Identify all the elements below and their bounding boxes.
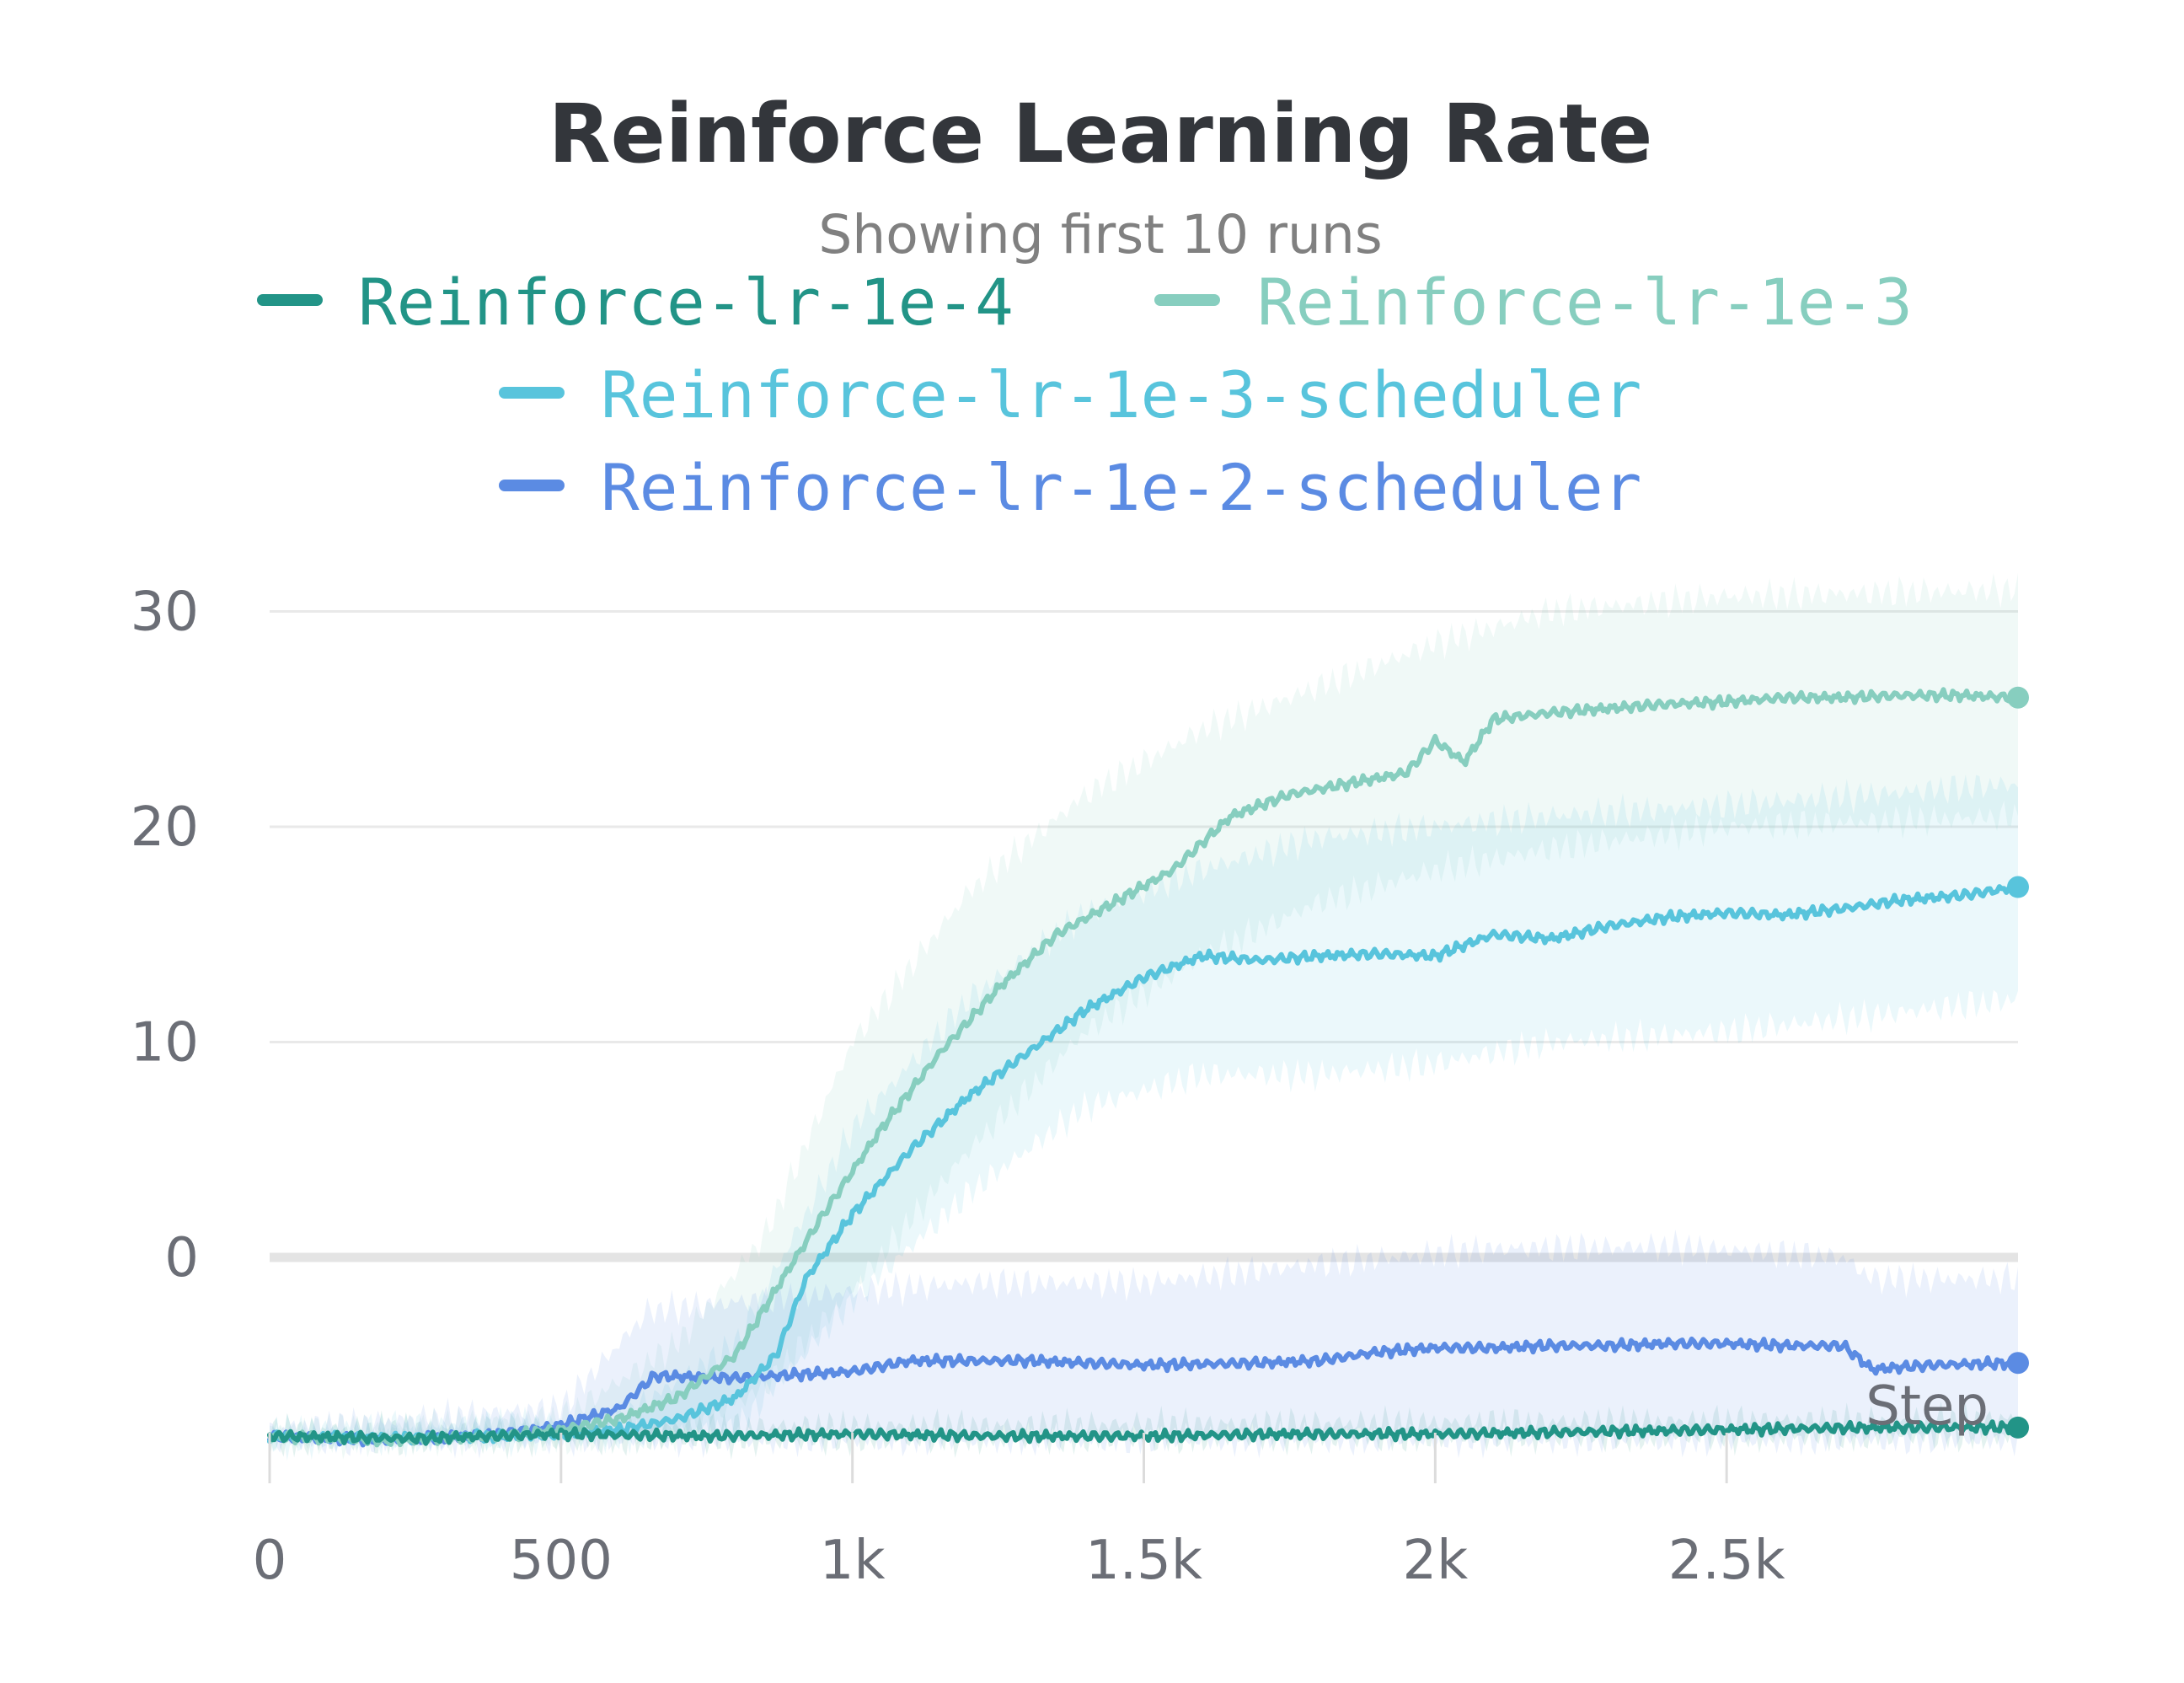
legend-item-reinforce-lr-1e-3-scheduler[interactable]: Reinforce-lr-1e-3-scheduler [499, 357, 1641, 432]
chart-subtitle: Showing first 10 runs [818, 204, 1382, 265]
x-tick-label-500: 500 [510, 1530, 613, 1592]
legend-item-reinforce-lr-1e-4[interactable]: Reinforce-lr-1e-4 [257, 265, 1014, 340]
y-axis: 0 10 20 30 [131, 582, 199, 1290]
legend: Reinforce-lr-1e-4 Reinforce-lr-1e-3 Reinfo… [257, 265, 1913, 525]
endpoint-reinforce-lr-1e-2-scheduler [2007, 1352, 2029, 1375]
y-tick-label-30: 30 [131, 582, 199, 644]
y-tick-label-10: 10 [131, 1012, 199, 1075]
legend-swatch [257, 294, 323, 306]
band-reinforce-lr-1e-3-scheduler [270, 775, 2018, 1461]
series-endpoints [2007, 686, 2029, 1439]
band-reinforce-lr-1e-4 [270, 1401, 2018, 1461]
x-tick-label-1.5k: 1.5k [1085, 1530, 1202, 1592]
band-reinforce-lr-1e-3 [270, 572, 2018, 1460]
legend-swatch [499, 387, 565, 399]
legend-item-reinforce-lr-1e-3[interactable]: Reinforce-lr-1e-3 [1154, 265, 1913, 340]
legend-swatch [499, 480, 565, 491]
endpoint-reinforce-lr-1e-4 [2007, 1416, 2029, 1439]
y-tick-label-20: 20 [131, 796, 199, 859]
legend-label: Reinforce-lr-1e-2-scheduler [601, 450, 1641, 525]
grid [270, 610, 2018, 1262]
legend-swatch [1154, 294, 1220, 306]
x-tick-label-1k: 1k [820, 1530, 886, 1592]
endpoint-reinforce-lr-1e-3-scheduler [2007, 876, 2029, 898]
legend-label: Reinforce-lr-1e-3-scheduler [601, 357, 1641, 432]
legend-item-reinforce-lr-1e-2-scheduler[interactable]: Reinforce-lr-1e-2-scheduler [499, 450, 1641, 525]
x-tick-label-2k: 2k [1402, 1530, 1468, 1592]
legend-label: Reinforce-lr-1e-3 [1257, 265, 1913, 340]
x-tick-label-2.5k: 2.5k [1668, 1530, 1785, 1592]
confidence-bands [270, 572, 2018, 1461]
x-axis: 0 500 1k 1.5k 2k 2.5k [253, 1433, 1785, 1592]
y-tick-label-0: 0 [164, 1227, 199, 1289]
chart-title: Reinforce Learning Rate [549, 87, 1653, 181]
x-tick-label-0: 0 [253, 1530, 287, 1592]
band-reinforce-lr-1e-2-scheduler [270, 1229, 2018, 1460]
line-reinforce-lr-1e-2-scheduler [267, 1336, 2021, 1448]
endpoint-reinforce-lr-1e-3 [2007, 686, 2029, 709]
x-axis-title: Step [1866, 1375, 1989, 1438]
legend-label: Reinforce-lr-1e-4 [358, 265, 1014, 340]
